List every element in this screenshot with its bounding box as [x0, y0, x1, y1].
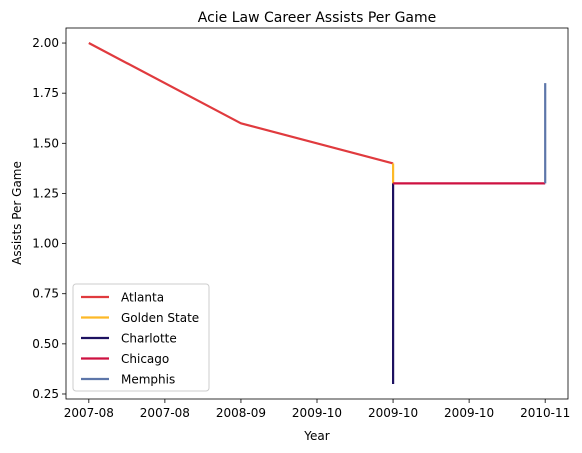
legend-label: Charlotte [121, 332, 177, 346]
legend-label: Golden State [121, 311, 199, 325]
x-tick-label: 2009-10 [368, 406, 418, 420]
y-tick-label: 2.00 [32, 36, 59, 50]
legend-label: Chicago [121, 352, 169, 366]
legend-label: Atlanta [121, 291, 164, 305]
legend-box [72, 283, 210, 392]
x-tick-label: 2010-11 [520, 406, 570, 420]
series-line-0 [88, 42, 394, 165]
x-tick-label: 2009-10 [292, 406, 342, 420]
chart-title: Acie Law Career Assists Per Game [198, 10, 437, 26]
y-tick-label: 0.50 [32, 337, 59, 351]
x-tick-label: 2007-08 [140, 406, 190, 420]
y-axis-label: Assists Per Game [10, 161, 24, 265]
x-tick-label: 2008-09 [216, 406, 266, 420]
y-axis: 0.25 0.50 0.75 1.00 1.25 1.50 1.75 2.00 [32, 36, 66, 401]
y-tick-label: 1.00 [32, 237, 59, 251]
x-tick-label: 2007-08 [64, 406, 114, 420]
y-tick-label: 0.75 [32, 287, 59, 301]
legend-label: Memphis [121, 373, 175, 387]
y-tick-label: 1.50 [32, 136, 59, 150]
y-tick-label: 0.25 [32, 387, 59, 401]
y-tick-label: 1.25 [32, 186, 59, 200]
legend: Atlanta Golden State Charlotte Chicago Memph… [72, 283, 210, 392]
x-axis: 2007-08 2007-08 2008-09 2009-10 2009-10 2009-… [64, 399, 570, 420]
x-tick-label: 2009-10 [444, 406, 494, 420]
y-tick-label: 1.75 [32, 86, 59, 100]
series-layer [88, 42, 547, 384]
x-axis-label: Year [303, 429, 329, 443]
